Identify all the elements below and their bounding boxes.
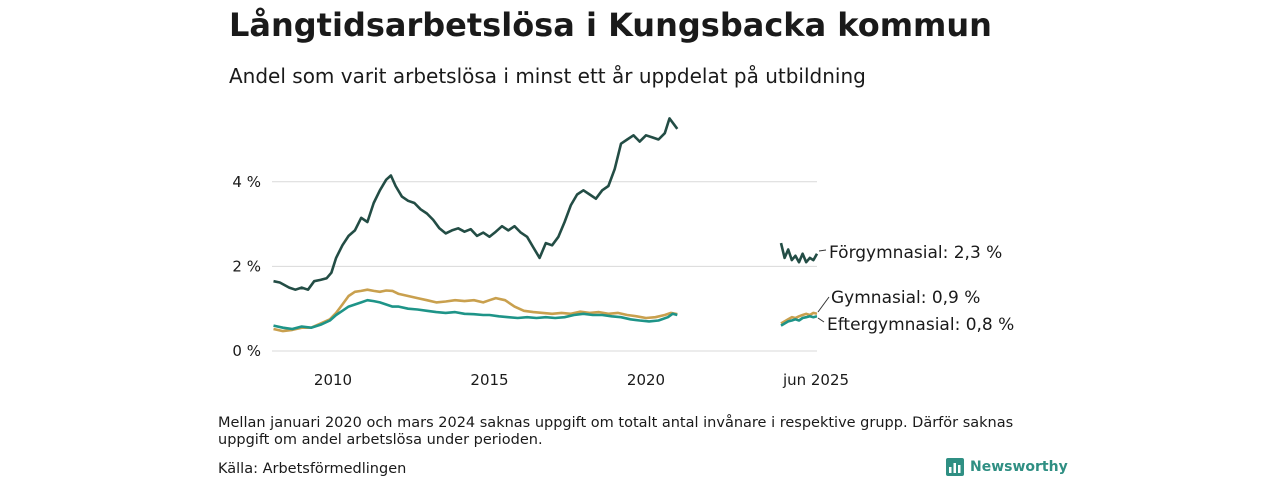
x-tick-label-recent: jun 2025 xyxy=(782,371,849,389)
y-tick-label-1: 2 % xyxy=(232,257,261,275)
series-line-recent-eftergymnasial xyxy=(780,315,818,327)
label-connector-gymnasial xyxy=(817,296,830,313)
series-lines xyxy=(273,117,819,333)
y-axis-ticks: 0 % 2 % 4 % xyxy=(232,173,261,360)
brand-name: Newsworthy xyxy=(970,459,1068,475)
label-connector-eftergymnasial xyxy=(817,317,825,323)
y-tick-label-2: 4 % xyxy=(232,173,261,191)
chart-subtitle: Andel som varit arbetslösa i minst ett å… xyxy=(229,64,866,88)
brand-logo: Newsworthy xyxy=(946,458,1068,476)
bar-chart-logo-icon xyxy=(946,458,964,476)
x-tick-label-2: 2020 xyxy=(627,371,665,389)
series-labels: Förgymnasial: 2,3 % Gymnasial: 0,9 % Efter… xyxy=(817,243,1014,335)
grid-lines xyxy=(272,181,817,352)
footnote: Mellan januari 2020 och mars 2024 saknas… xyxy=(218,415,1014,448)
source-text: Källa: Arbetsförmedlingen xyxy=(218,461,407,477)
x-axis-ticks: 2010 2015 2020 jun 2025 xyxy=(314,371,849,389)
chart-title: Långtidsarbetslösa i Kungsbacka kommun xyxy=(229,6,992,44)
label-connector-förgymnasial xyxy=(818,249,827,252)
series-line-eftergymnasial xyxy=(273,298,678,331)
series-line-recent-förgymnasial xyxy=(779,242,819,264)
series-line-recent-gymnasial xyxy=(780,311,818,325)
series-label-förgymnasial: Förgymnasial: 2,3 % xyxy=(829,243,1002,263)
series-label-gymnasial: Gymnasial: 0,9 % xyxy=(831,288,980,308)
y-tick-label-0: 0 % xyxy=(232,342,261,360)
line-chart: 0 % 2 % 4 % 2010 2015 2020 jun 2025 Förgymnas… xyxy=(232,117,1014,389)
series-label-eftergymnasial: Eftergymnasial: 0,8 % xyxy=(827,315,1014,335)
x-tick-label-1: 2015 xyxy=(470,371,508,389)
x-tick-label-0: 2010 xyxy=(314,371,352,389)
series-line-gymnasial xyxy=(273,288,678,333)
series-line-förgymnasial xyxy=(273,117,679,291)
